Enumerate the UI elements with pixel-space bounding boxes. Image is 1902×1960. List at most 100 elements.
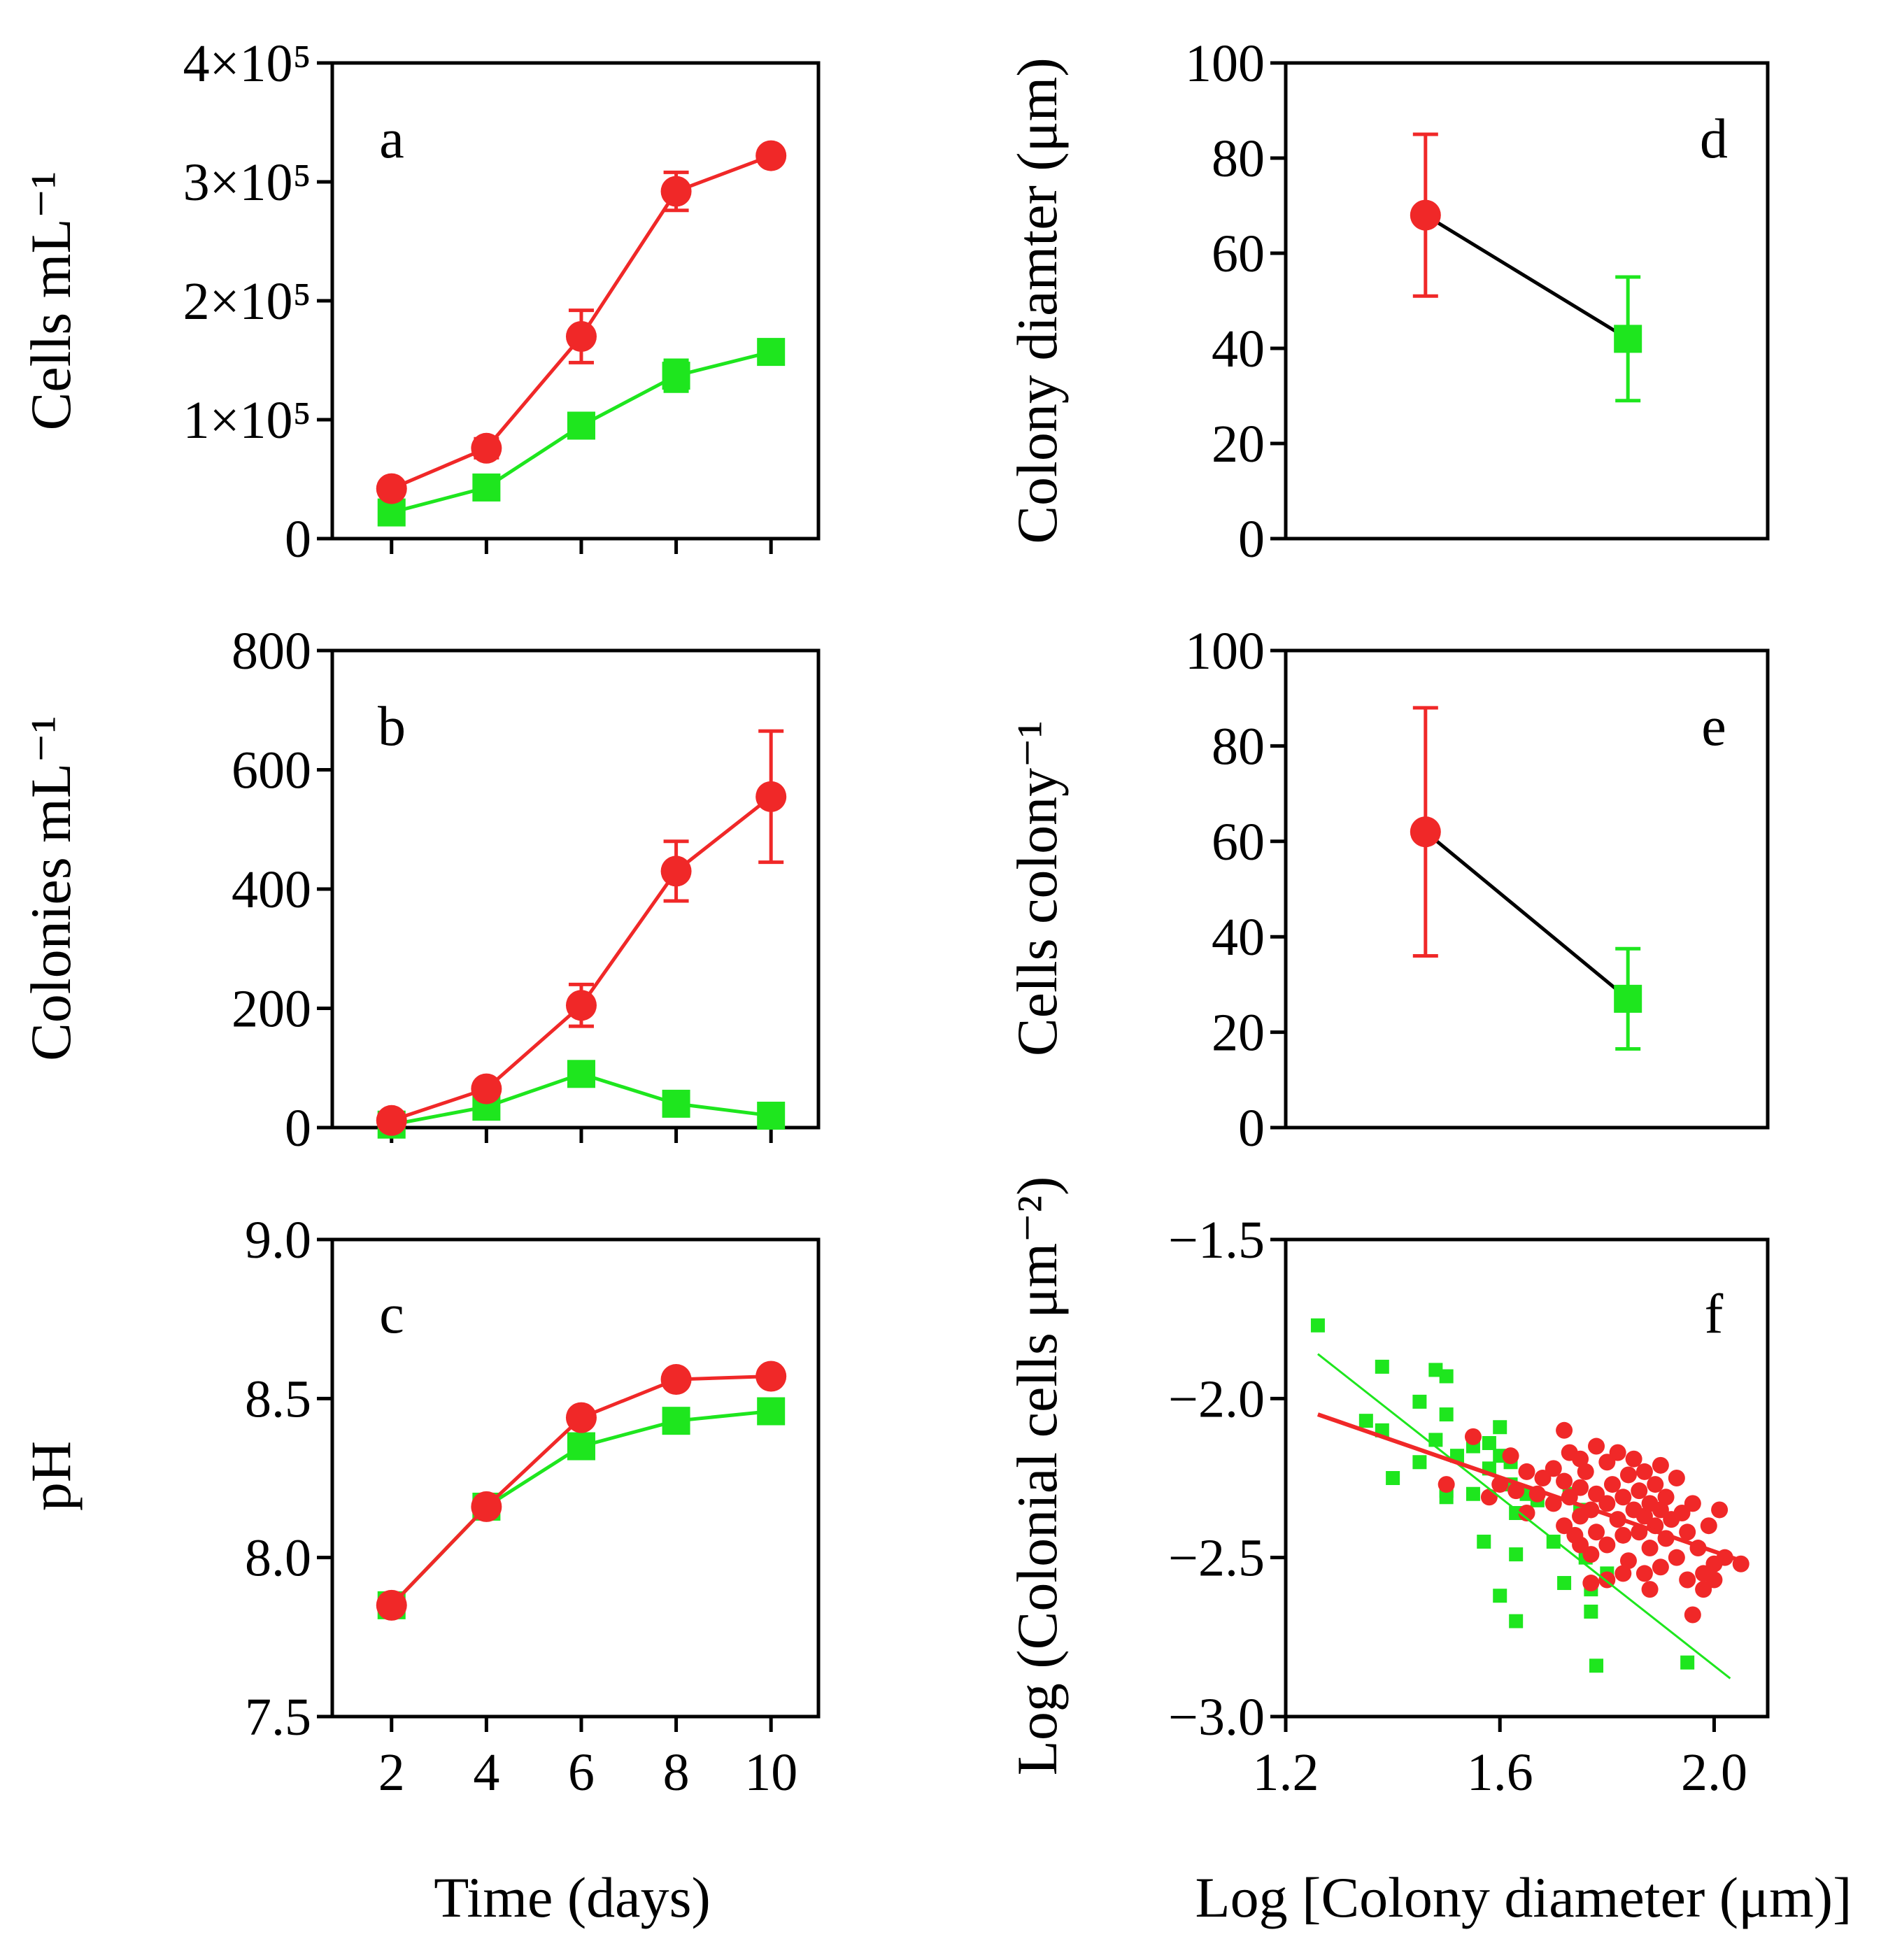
scatter-point-red bbox=[1598, 1454, 1616, 1471]
scatter-point-red bbox=[1518, 1505, 1535, 1522]
scatter-point-green bbox=[1439, 1407, 1454, 1422]
scatter-point-red bbox=[1641, 1581, 1659, 1598]
y-tick-label-b: 200 bbox=[232, 980, 311, 1039]
panel-a: 0 1×10⁵ 2×10⁵ 3×10⁵ 4×10⁵ a Cells mL⁻¹ bbox=[19, 34, 821, 569]
data-point-green bbox=[567, 1060, 595, 1088]
y-tick-label-a: 3×10⁵ bbox=[183, 153, 311, 212]
scatter-point-green bbox=[1386, 1471, 1400, 1485]
y-tick-label-b: 600 bbox=[232, 741, 311, 800]
panel-c: 7.5 8.0 8.5 9.0 2 4 6 8 10 c pH bbox=[19, 1211, 821, 1802]
data-point-red bbox=[1410, 199, 1441, 231]
data-point-green bbox=[472, 473, 501, 502]
data-point-red bbox=[755, 781, 787, 812]
connector-line-e bbox=[1424, 830, 1629, 1000]
y-tick-label-e: 40 bbox=[1212, 908, 1265, 967]
scatter-point-green bbox=[1428, 1363, 1443, 1377]
data-point-red bbox=[1410, 816, 1441, 848]
scatter-point-red bbox=[1603, 1476, 1621, 1493]
series-red-b bbox=[376, 729, 787, 1136]
plot-frame-e bbox=[1284, 648, 1770, 1130]
data-point-red bbox=[660, 1364, 692, 1396]
scatter-point-green bbox=[1477, 1534, 1491, 1549]
y-axis-title-b: Colonies mL⁻¹ bbox=[19, 716, 83, 1061]
panel-e: 0 20 40 60 80 100 e Cells colony⁻¹ bbox=[1005, 622, 1770, 1158]
scatter-point-red bbox=[1502, 1447, 1519, 1465]
scatter-point-red bbox=[1556, 1472, 1573, 1490]
scatter-point-red bbox=[1572, 1450, 1589, 1468]
scatter-point-red bbox=[1614, 1489, 1632, 1506]
data-point-red bbox=[376, 1589, 407, 1621]
x-axis-title-diameter: Log [Colony diameter (μm)] bbox=[1195, 1866, 1852, 1929]
data-point-green bbox=[662, 362, 690, 390]
scatter-point-red bbox=[1582, 1575, 1600, 1592]
scatter-point-green bbox=[1465, 1486, 1480, 1501]
data-point-red bbox=[565, 1402, 597, 1433]
scatter-point-red bbox=[1679, 1524, 1696, 1541]
scatter-point-green bbox=[1493, 1420, 1507, 1435]
scatter-point-red bbox=[1635, 1507, 1653, 1525]
y-tick-label-d: 60 bbox=[1212, 225, 1265, 283]
y-axis-title-d: Colony diamter (μm) bbox=[1005, 57, 1069, 544]
panel-letter-a: a bbox=[379, 108, 404, 170]
x-tick-label-c: 6 bbox=[568, 1743, 595, 1802]
scatter-point-red bbox=[1556, 1421, 1573, 1439]
scatter-point-red bbox=[1684, 1495, 1701, 1512]
plot-frame-d bbox=[1284, 61, 1770, 541]
panel-letter-d: d bbox=[1700, 108, 1728, 170]
y-tick-label-c: 8.0 bbox=[245, 1529, 311, 1588]
y-tick-label-d: 100 bbox=[1185, 34, 1265, 93]
scatter-point-red bbox=[1641, 1540, 1659, 1557]
data-point-red bbox=[471, 1073, 502, 1105]
data-point-green bbox=[1614, 984, 1642, 1013]
y-tick-label-d: 40 bbox=[1212, 320, 1265, 378]
data-point-red bbox=[471, 1491, 502, 1522]
y-tick-label-d: 0 bbox=[1238, 510, 1265, 569]
panel-d: 0 20 40 60 80 100 d Colony diamter (μm) bbox=[1005, 34, 1770, 569]
scatter-point-red bbox=[1598, 1536, 1616, 1554]
scatter-point-red bbox=[1647, 1476, 1664, 1493]
data-point-red bbox=[376, 473, 407, 504]
scatter-point-green bbox=[1375, 1359, 1389, 1374]
scatter-point-red bbox=[1614, 1526, 1632, 1544]
scatter-point-red bbox=[1438, 1476, 1455, 1493]
x-tick-label-f: 1.2 bbox=[1253, 1743, 1319, 1802]
scatter-point-green bbox=[1358, 1414, 1373, 1428]
x-tick-label-f: 1.6 bbox=[1467, 1743, 1533, 1802]
scatter-point-red bbox=[1668, 1549, 1685, 1566]
y-tick-label-a: 4×10⁵ bbox=[183, 34, 311, 93]
scatter-point-green bbox=[1439, 1490, 1454, 1505]
data-point-green bbox=[1614, 325, 1642, 353]
y-tick-label-a: 0 bbox=[285, 510, 311, 569]
panel-b: 0 200 400 600 800 b Colonies mL⁻¹ bbox=[19, 622, 821, 1158]
scatter-point-green bbox=[1584, 1604, 1598, 1619]
y-axis-title-c: pH bbox=[19, 1441, 83, 1511]
scatter-point-red bbox=[1695, 1581, 1712, 1598]
y-tick-label-b: 400 bbox=[232, 860, 311, 919]
scatter-point-red bbox=[1631, 1482, 1648, 1500]
scatter-point-green bbox=[1412, 1455, 1427, 1470]
scatter-point-red bbox=[1588, 1437, 1605, 1455]
y-tick-label-d: 80 bbox=[1212, 129, 1265, 188]
plot-frame-a bbox=[330, 61, 821, 541]
scatter-point-red bbox=[1572, 1479, 1589, 1496]
scatter-point-red bbox=[1652, 1456, 1669, 1474]
y-tick-label-f: −3.0 bbox=[1168, 1688, 1265, 1747]
plot-frame-c bbox=[330, 1237, 821, 1719]
scatter-point-green bbox=[1589, 1659, 1604, 1673]
y-tick-label-e: 100 bbox=[1185, 622, 1265, 681]
scatter-point-red bbox=[1518, 1463, 1535, 1480]
scatter-point-green bbox=[1412, 1394, 1427, 1409]
y-tick-label-f: −1.5 bbox=[1168, 1211, 1265, 1270]
scatter-point-red bbox=[1635, 1565, 1653, 1582]
scatter-point-red bbox=[1582, 1546, 1600, 1563]
scatter-point-red bbox=[1619, 1552, 1637, 1570]
connector-line-d bbox=[1424, 213, 1629, 341]
scatter-point-red bbox=[1598, 1495, 1616, 1512]
x-tick-label-c: 10 bbox=[744, 1743, 797, 1802]
y-axis-title-e: Cells colony⁻¹ bbox=[1005, 720, 1069, 1056]
y-tick-label-e: 80 bbox=[1212, 717, 1265, 776]
scatter-point-red bbox=[1657, 1489, 1675, 1506]
y-tick-label-e: 60 bbox=[1212, 813, 1265, 872]
